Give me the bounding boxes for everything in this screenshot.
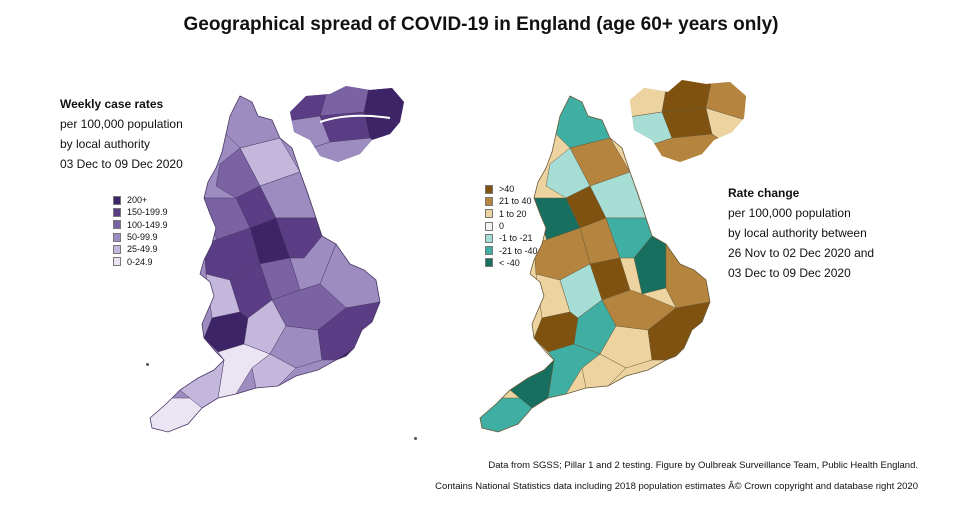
legend-item: 25-49.9 bbox=[113, 243, 168, 255]
case-rate-legend: 200+ 150-199.9 100-149.9 50-99.9 25-49.9… bbox=[113, 194, 168, 268]
legend-swatch bbox=[485, 196, 493, 206]
legend-swatch bbox=[485, 246, 493, 256]
chart-title: Geographical spread of COVID-19 in Engla… bbox=[183, 14, 779, 35]
source-footnote: Data from SGSS; Pillar 1 and 2 testing. … bbox=[488, 460, 918, 471]
rate-change-line2: by local authority between bbox=[728, 226, 867, 240]
legend-item: 21 to 40 bbox=[485, 195, 538, 207]
case-rate-line1: per 100,000 population bbox=[60, 117, 183, 131]
legend-item: 200+ bbox=[113, 194, 168, 206]
legend-swatch bbox=[485, 258, 493, 268]
legend-swatch bbox=[485, 221, 493, 231]
case-rate-line2: by local authority bbox=[60, 137, 151, 151]
legend-item: -1 to -21 bbox=[485, 232, 538, 244]
legend-item: 150-199.9 bbox=[113, 206, 168, 218]
rate-change-line3: 26 Nov to 02 Dec 2020 and bbox=[728, 246, 875, 260]
legend-item: >40 bbox=[485, 183, 538, 195]
legend-item: < -40 bbox=[485, 257, 538, 269]
rate-change-line1: per 100,000 population bbox=[728, 206, 851, 220]
legend-swatch bbox=[113, 195, 121, 205]
rate-change-heading: Rate change bbox=[728, 186, 800, 200]
scilly-marker-left bbox=[146, 363, 149, 366]
legend-swatch bbox=[113, 220, 121, 230]
london-inset-case-rate bbox=[290, 86, 404, 162]
case-rate-line3: 03 Dec to 09 Dec 2020 bbox=[60, 157, 183, 171]
legend-item: 1 to 20 bbox=[485, 208, 538, 220]
legend-swatch bbox=[485, 233, 493, 243]
legend-swatch bbox=[113, 207, 121, 217]
legend-item: -21 to -40 bbox=[485, 244, 538, 256]
scilly-marker-right bbox=[414, 437, 417, 440]
case-rate-caption: Weekly case rates per 100,000 population… bbox=[60, 94, 183, 174]
case-rate-heading: Weekly case rates bbox=[60, 97, 164, 111]
legend-item: 0 bbox=[485, 220, 538, 232]
legend-swatch bbox=[485, 184, 493, 194]
rate-change-legend: >40 21 to 40 1 to 20 0 -1 to -21 -21 to … bbox=[485, 183, 538, 269]
legend-item: 100-149.9 bbox=[113, 219, 168, 231]
rate-change-line4: 03 Dec to 09 Dec 2020 bbox=[728, 266, 851, 280]
legend-swatch bbox=[485, 209, 493, 219]
london-inset-rate-change bbox=[630, 80, 746, 162]
legend-swatch bbox=[113, 232, 121, 242]
copyright-footnote: Contains National Statistics data includ… bbox=[435, 481, 918, 492]
legend-item: 0-24.9 bbox=[113, 255, 168, 267]
legend-swatch bbox=[113, 257, 121, 267]
legend-item: 50-99.9 bbox=[113, 231, 168, 243]
legend-swatch bbox=[113, 244, 121, 254]
rate-change-caption: Rate change per 100,000 population by lo… bbox=[728, 183, 874, 283]
